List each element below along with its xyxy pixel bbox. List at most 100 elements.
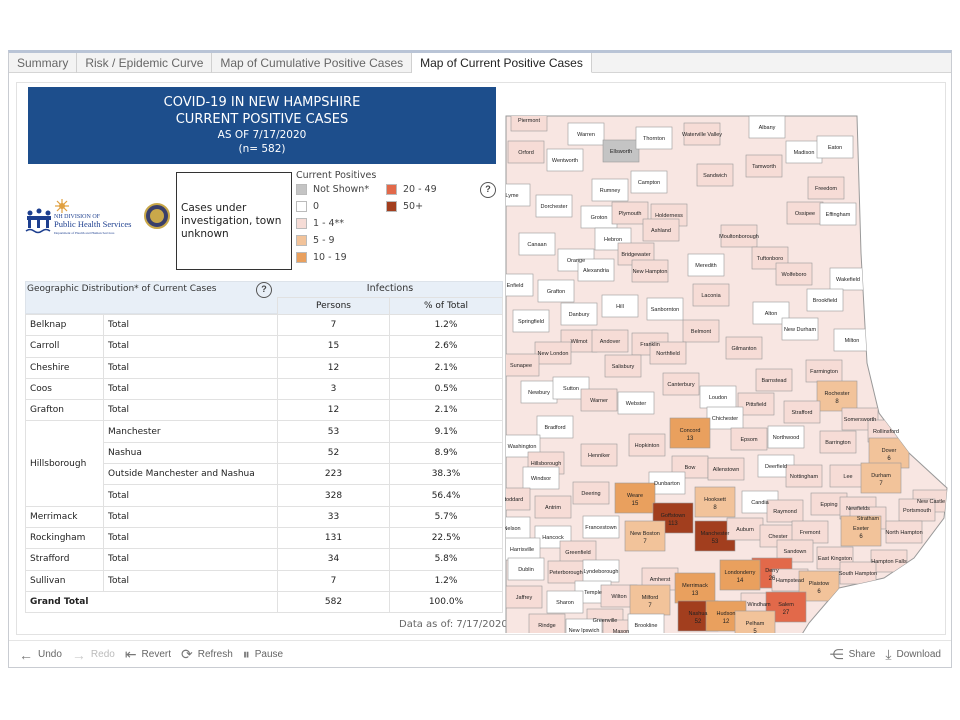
town-shape[interactable] (725, 336, 763, 360)
town-shape[interactable] (696, 163, 734, 187)
town-shape[interactable] (580, 388, 618, 412)
redo-button[interactable]: → Redo (72, 647, 115, 663)
town-shape[interactable] (505, 273, 534, 297)
town-shape[interactable] (785, 464, 823, 488)
town-shape[interactable] (552, 376, 590, 400)
town-shape[interactable] (860, 462, 902, 494)
town-shape[interactable] (649, 341, 687, 365)
table-help-icon[interactable]: ? (256, 282, 272, 298)
town-shape[interactable] (611, 201, 649, 225)
town-shape[interactable] (631, 259, 669, 283)
tab-1[interactable]: Risk / Epidemic Curve (77, 53, 213, 73)
town-shape[interactable] (819, 430, 857, 454)
town-shape[interactable] (776, 539, 814, 563)
town-shape[interactable] (707, 457, 745, 481)
town-shape[interactable] (535, 194, 573, 218)
town-shape[interactable] (617, 391, 655, 415)
town-shape[interactable] (624, 520, 666, 552)
town-shape[interactable] (642, 218, 680, 242)
town-shape[interactable] (591, 178, 629, 202)
town-label: Lee (843, 474, 852, 480)
town-shape[interactable] (870, 549, 908, 573)
town-shape[interactable] (694, 486, 736, 518)
town-shape[interactable] (546, 590, 584, 614)
refresh-button[interactable]: ⟳ Refresh (181, 646, 233, 663)
town-shape[interactable] (783, 400, 821, 424)
nh-town-map[interactable]: Piermont Warren Ellsworth Thornton Watervill… (505, 82, 952, 633)
town-shape[interactable] (507, 557, 545, 581)
town-shape[interactable] (512, 309, 550, 333)
town-shape[interactable] (730, 427, 768, 451)
town-shape[interactable] (534, 495, 572, 519)
town-shape[interactable] (614, 482, 656, 514)
town-shape[interactable] (577, 258, 615, 282)
town-shape[interactable] (629, 584, 671, 616)
town-shape[interactable] (719, 559, 761, 591)
legend-help-icon[interactable]: ? (480, 182, 496, 198)
town-shape[interactable] (630, 170, 668, 194)
town-shape[interactable] (601, 294, 639, 318)
town-shape[interactable] (627, 613, 665, 633)
town-shape[interactable] (635, 126, 673, 150)
town-shape[interactable] (528, 613, 566, 633)
town-shape[interactable] (536, 415, 574, 439)
town-shape[interactable] (560, 302, 598, 326)
town-label: Hancock (542, 535, 564, 541)
town-shape[interactable] (755, 368, 793, 392)
town-shape[interactable] (692, 283, 730, 307)
town-shape[interactable] (522, 466, 560, 490)
town-shape[interactable] (567, 122, 605, 146)
town-shape[interactable] (819, 202, 857, 226)
tab-0[interactable]: Summary (9, 53, 78, 73)
town-shape[interactable] (505, 183, 531, 207)
town-shape[interactable] (885, 520, 923, 544)
town-shape[interactable] (604, 354, 642, 378)
town-shape[interactable] (816, 135, 854, 159)
town-shape[interactable] (720, 224, 758, 248)
pause-button[interactable]: ⏸ Pause (243, 646, 283, 663)
town-shape[interactable] (537, 279, 575, 303)
town-shape[interactable] (505, 487, 531, 511)
town-shape[interactable] (781, 317, 819, 341)
town-shape[interactable] (737, 392, 775, 416)
town-shape[interactable] (745, 154, 783, 178)
town-shape[interactable] (662, 372, 700, 396)
town-shape[interactable] (546, 148, 584, 172)
town-shape[interactable] (646, 297, 684, 321)
town-shape[interactable] (507, 140, 545, 164)
town-shape[interactable] (505, 353, 540, 377)
town-shape[interactable] (767, 425, 805, 449)
download-button[interactable]: ⤓ Download (885, 646, 941, 663)
town-shape[interactable] (510, 109, 548, 132)
town-shape[interactable] (518, 232, 556, 256)
town-shape[interactable] (752, 301, 790, 325)
town-shape[interactable] (734, 610, 776, 633)
town-shape[interactable] (534, 341, 572, 365)
town-shape[interactable] (565, 618, 603, 633)
town-shape[interactable] (840, 515, 882, 547)
town-shape[interactable] (806, 288, 844, 312)
town-shape[interactable] (816, 380, 858, 412)
town-shape[interactable] (674, 572, 716, 604)
town-shape[interactable] (687, 253, 725, 277)
town-shape[interactable] (683, 122, 721, 146)
tab-3[interactable]: Map of Current Positive Cases (412, 53, 592, 73)
town-shape[interactable] (572, 481, 610, 505)
town-shape[interactable] (628, 433, 666, 457)
town-shape[interactable] (669, 417, 711, 449)
town-shape[interactable] (506, 585, 543, 609)
town-shape[interactable] (766, 499, 804, 523)
town-shape[interactable] (602, 139, 640, 163)
share-button[interactable]: ⋲ Share (830, 646, 876, 663)
town-shape[interactable] (591, 329, 629, 353)
undo-button[interactable]: ← Undo (19, 647, 62, 663)
tab-2[interactable]: Map of Cumulative Positive Cases (212, 53, 413, 73)
town-shape[interactable] (682, 319, 720, 343)
town-shape[interactable] (582, 515, 620, 539)
town-shape[interactable] (505, 434, 541, 458)
town-shape[interactable] (807, 176, 845, 200)
town-shape[interactable] (580, 443, 618, 467)
revert-button[interactable]: ⇤ Revert (125, 646, 171, 663)
town-shape[interactable] (748, 116, 786, 139)
town-shape[interactable] (775, 262, 813, 286)
